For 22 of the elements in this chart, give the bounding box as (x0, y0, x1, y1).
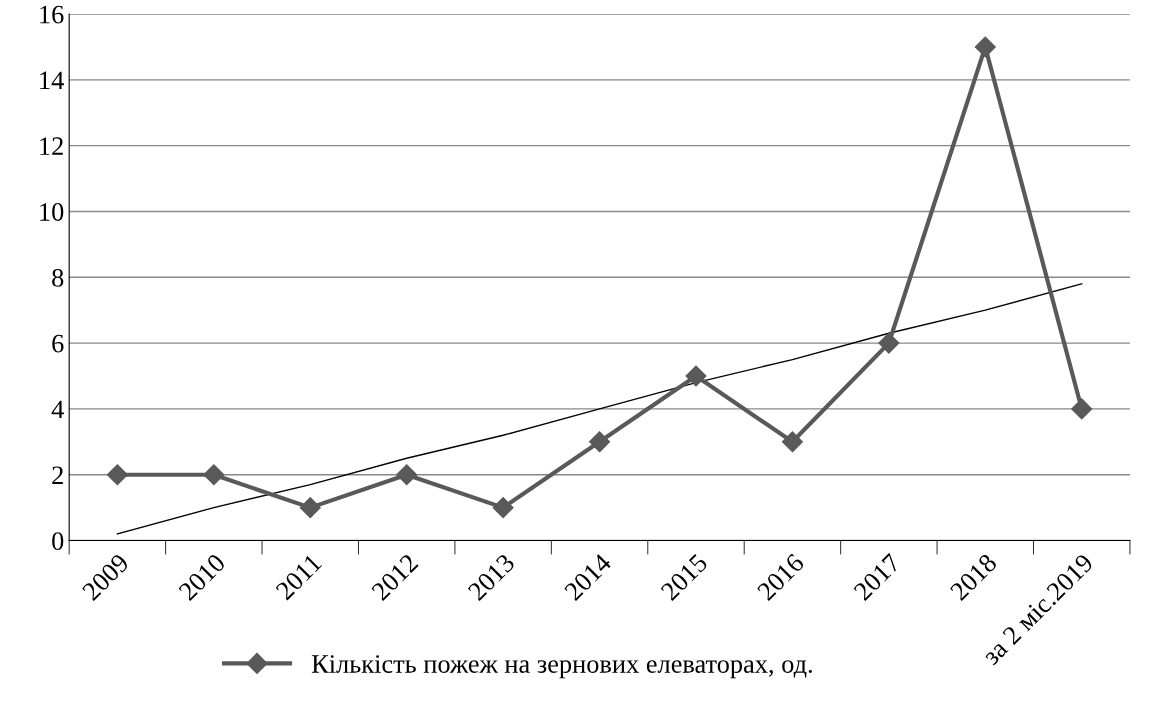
y-tick-label: 14 (40, 71, 64, 90)
legend-label: Кількість пожеж на зернових елеваторах, од. (311, 655, 812, 679)
y-tick-label: 16 (40, 5, 64, 24)
point (106, 464, 128, 486)
y-tick-label: 4 (51, 400, 64, 419)
point (685, 365, 707, 387)
y-tick-label: 8 (52, 268, 64, 287)
point (203, 464, 225, 486)
point (1071, 398, 1093, 420)
y-tick-label: 10 (40, 203, 64, 221)
y-tick-label: 2 (52, 466, 63, 484)
point (878, 332, 900, 354)
point (781, 431, 803, 453)
y-tick-label: 12 (40, 137, 63, 155)
point (492, 497, 514, 519)
line-series (116, 283, 1083, 535)
y-tick-label: 6 (52, 334, 64, 353)
point (974, 36, 996, 58)
y-tick-label: 0 (52, 532, 64, 550)
point (589, 431, 611, 453)
point (299, 497, 321, 519)
point (396, 464, 418, 486)
